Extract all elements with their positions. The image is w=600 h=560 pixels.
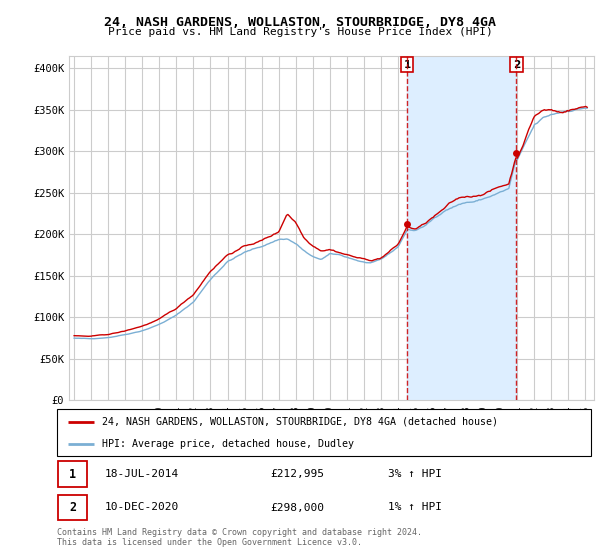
Text: HPI: Average price, detached house, Dudley: HPI: Average price, detached house, Dudl…: [103, 438, 355, 449]
Text: 24, NASH GARDENS, WOLLASTON, STOURBRIDGE, DY8 4GA: 24, NASH GARDENS, WOLLASTON, STOURBRIDGE…: [104, 16, 496, 29]
Text: 1% ↑ HPI: 1% ↑ HPI: [388, 502, 442, 512]
FancyBboxPatch shape: [58, 494, 88, 520]
Text: 2: 2: [512, 59, 520, 69]
FancyBboxPatch shape: [58, 461, 88, 487]
Text: 3% ↑ HPI: 3% ↑ HPI: [388, 469, 442, 479]
Text: Contains HM Land Registry data © Crown copyright and database right 2024.
This d: Contains HM Land Registry data © Crown c…: [57, 528, 422, 547]
Text: 18-JUL-2014: 18-JUL-2014: [105, 469, 179, 479]
Text: £298,000: £298,000: [271, 502, 325, 512]
Text: 1: 1: [69, 468, 76, 480]
FancyBboxPatch shape: [57, 409, 591, 456]
Text: £212,995: £212,995: [271, 469, 325, 479]
Text: 2: 2: [69, 501, 76, 514]
Text: 1: 1: [404, 59, 411, 69]
Text: 10-DEC-2020: 10-DEC-2020: [105, 502, 179, 512]
Bar: [407, 56, 516, 400]
Text: 24, NASH GARDENS, WOLLASTON, STOURBRIDGE, DY8 4GA (detached house): 24, NASH GARDENS, WOLLASTON, STOURBRIDGE…: [103, 417, 499, 427]
Text: Price paid vs. HM Land Registry's House Price Index (HPI): Price paid vs. HM Land Registry's House …: [107, 27, 493, 37]
